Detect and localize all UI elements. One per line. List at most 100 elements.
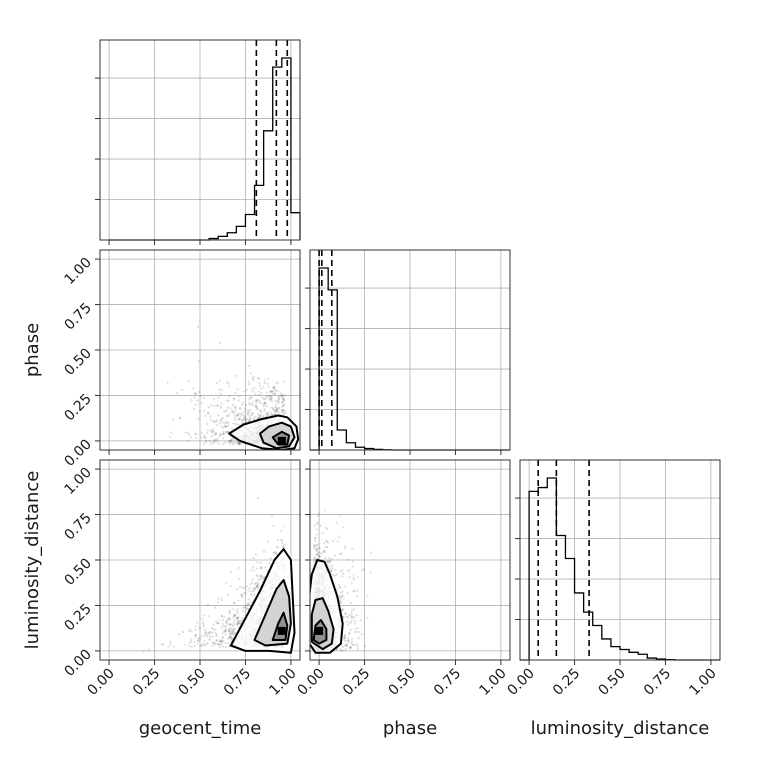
sample-point	[240, 412, 243, 415]
sample-point	[194, 625, 198, 628]
sample-point	[231, 403, 234, 407]
sample-point	[313, 524, 316, 527]
sample-point	[273, 385, 276, 388]
sample-point	[233, 614, 236, 617]
sample-point	[230, 438, 233, 441]
sample-point	[227, 440, 230, 444]
sample-point	[236, 620, 240, 624]
sample-point	[280, 394, 283, 397]
sample-point	[242, 610, 245, 613]
sample-point	[243, 591, 246, 595]
sample-point	[332, 574, 335, 577]
sample-point	[255, 405, 258, 408]
sample-point	[282, 404, 285, 407]
sample-point	[246, 603, 250, 607]
sample-point	[197, 639, 200, 642]
sample-point	[214, 642, 217, 645]
sample-point	[325, 528, 328, 531]
sample-point	[230, 441, 233, 444]
sample-point	[229, 570, 233, 573]
sample-point	[178, 633, 181, 636]
sample-point	[253, 582, 256, 586]
y-tick-label: 1.00	[61, 465, 94, 498]
sample-point	[316, 553, 319, 556]
sample-point	[266, 413, 269, 416]
sample-point	[315, 528, 318, 531]
sample-point	[259, 414, 262, 417]
sample-point	[259, 574, 262, 578]
sample-point	[218, 639, 221, 642]
sample-point	[237, 621, 240, 624]
sample-point	[207, 412, 210, 415]
sample-point	[270, 400, 274, 403]
sample-point	[312, 558, 316, 561]
sample-point	[270, 397, 273, 400]
sample-point	[224, 630, 227, 633]
sample-point	[247, 419, 250, 423]
sample-point	[237, 566, 240, 570]
sample-point	[224, 424, 227, 427]
sample-point	[259, 387, 262, 390]
sample-point	[276, 410, 279, 413]
sample-point	[274, 388, 277, 391]
sample-point	[345, 644, 348, 647]
sample-point	[193, 392, 196, 395]
sample-point	[233, 414, 236, 417]
sample-point	[229, 440, 233, 443]
sample-point	[275, 408, 278, 411]
sample-point	[206, 633, 209, 636]
sample-point	[273, 413, 276, 416]
sample-point	[243, 416, 246, 419]
sample-point	[260, 391, 263, 394]
sample-point	[324, 526, 327, 529]
sample-point	[271, 390, 274, 393]
sample-point	[341, 575, 344, 578]
sample-point	[214, 420, 218, 423]
x-axis-label-geocent-time: geocent_time	[139, 718, 262, 739]
sample-point	[227, 637, 230, 640]
sample-point	[263, 397, 266, 400]
sample-point	[200, 436, 203, 439]
sample-point	[348, 632, 351, 635]
sample-point	[232, 629, 235, 633]
sample-point	[316, 544, 319, 547]
sample-point	[259, 567, 262, 570]
sample-point	[203, 434, 206, 437]
x-tick-label: 0.25	[550, 666, 583, 699]
sample-point	[254, 393, 257, 396]
sample-point	[342, 637, 345, 640]
sample-point	[255, 400, 258, 403]
sample-point	[240, 620, 243, 623]
sample-point	[243, 418, 246, 421]
sample-point	[256, 585, 259, 588]
sample-point	[258, 381, 261, 384]
sample-point	[324, 539, 328, 543]
sample-point	[220, 425, 223, 428]
sample-point	[338, 586, 341, 589]
sample-point	[313, 537, 317, 540]
sample-point	[366, 595, 369, 598]
sample-point	[315, 549, 319, 552]
sample-point	[255, 402, 258, 405]
sample-point	[204, 631, 207, 634]
joint-panel-geocent-time-vs-phase: 0.000.250.500.751.00	[61, 249, 301, 470]
sample-point	[235, 441, 238, 444]
sample-point	[351, 547, 354, 550]
sample-point	[240, 594, 243, 597]
sample-point	[213, 440, 216, 444]
sample-point	[242, 606, 245, 609]
sample-point	[218, 379, 222, 382]
sample-point	[227, 385, 230, 388]
sample-point	[234, 614, 237, 617]
sample-point	[245, 585, 248, 588]
sample-point	[221, 631, 224, 635]
sample-point	[218, 643, 221, 646]
sample-point	[226, 414, 229, 417]
sample-point	[238, 577, 241, 580]
density-peak	[277, 626, 286, 635]
sample-point	[329, 559, 332, 563]
sample-point	[356, 630, 359, 633]
sample-point	[242, 587, 245, 590]
sample-point	[261, 576, 264, 579]
sample-point	[216, 439, 219, 442]
